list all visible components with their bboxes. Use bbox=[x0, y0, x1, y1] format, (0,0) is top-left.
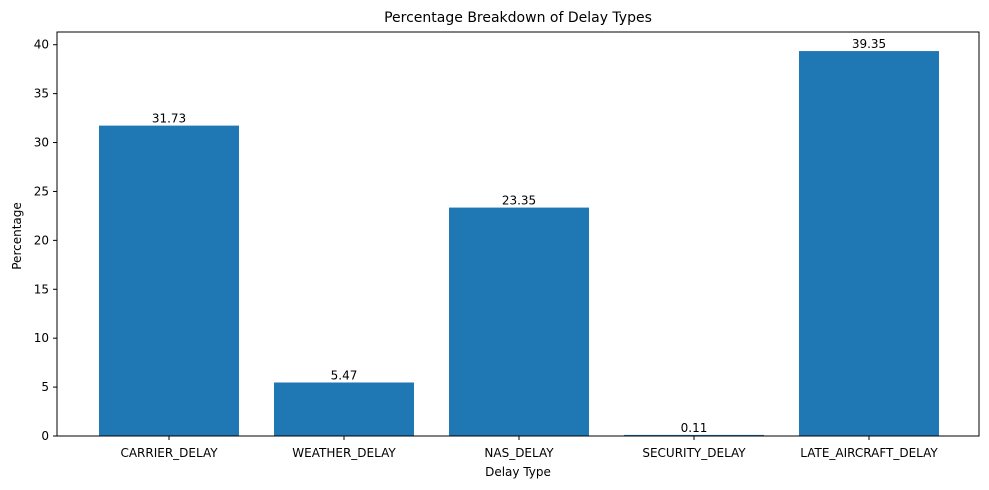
plot-frame bbox=[56, 31, 980, 437]
x-tick-label: SECURITY_DELAY bbox=[642, 446, 746, 460]
y-tick-label: 35 bbox=[34, 87, 49, 101]
bar-carrier-delay bbox=[99, 125, 239, 436]
data-label: 0.11 bbox=[681, 421, 708, 435]
y-tick-label: 0 bbox=[41, 429, 49, 443]
y-tick-label: 40 bbox=[34, 38, 49, 52]
chart-title: Percentage Breakdown of Delay Types bbox=[384, 10, 652, 26]
data-label: 39.35 bbox=[852, 37, 886, 51]
x-tick-label: NAS_DELAY bbox=[484, 446, 554, 460]
y-tick-label: 15 bbox=[34, 282, 49, 296]
data-label: 5.47 bbox=[331, 368, 358, 382]
y-tick-label: 20 bbox=[34, 233, 49, 247]
x-tick-label: WEATHER_DELAY bbox=[292, 446, 396, 460]
bar-late-aircraft-delay bbox=[799, 51, 939, 436]
y-axis-label: Percentage bbox=[10, 202, 24, 270]
data-label: 23.35 bbox=[502, 194, 536, 208]
y-tick-label: 30 bbox=[34, 136, 49, 150]
y-tick-label: 5 bbox=[41, 380, 49, 394]
x-tick-label: LATE_AIRCRAFT_DELAY bbox=[800, 446, 938, 460]
data-label: 31.73 bbox=[152, 112, 186, 126]
bar-weather-delay bbox=[274, 382, 414, 436]
x-tick-label: CARRIER_DELAY bbox=[120, 446, 218, 460]
y-tick-label: 10 bbox=[34, 331, 49, 345]
bar-security-delay bbox=[624, 434, 764, 436]
x-axis-label: Delay Type bbox=[485, 465, 551, 479]
bar-nas-delay bbox=[449, 207, 589, 436]
y-tick-label: 25 bbox=[34, 184, 49, 198]
plot-area: 0 5 10 15 20 25 30 35 40 31.73 CARRIER_DELAY 5.47 WE… bbox=[34, 37, 939, 460]
